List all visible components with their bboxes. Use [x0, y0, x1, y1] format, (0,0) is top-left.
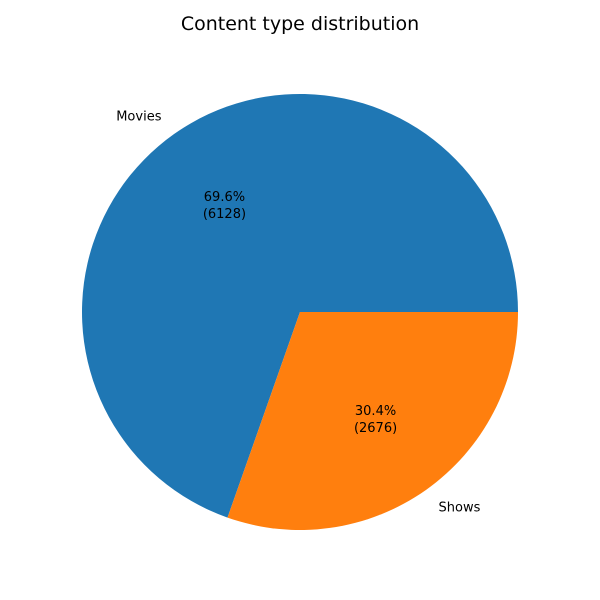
slice-label-shows: Shows [439, 501, 481, 516]
pie-slice-movies [82, 93, 518, 518]
chart-title: Content type distribution [181, 13, 419, 35]
count-label-movies: (6128) [203, 207, 246, 222]
slice-label-movies: Movies [116, 109, 161, 124]
percent-label-movies: 69.6% [204, 190, 245, 205]
pie-slices [82, 93, 518, 530]
percent-label-shows: 30.4% [355, 404, 396, 419]
pie-labels: Movies 69.6% (6128) Shows 30.4% (2676) [116, 109, 480, 515]
pie-slice-shows [227, 312, 518, 530]
count-label-shows: (2676) [354, 421, 397, 436]
